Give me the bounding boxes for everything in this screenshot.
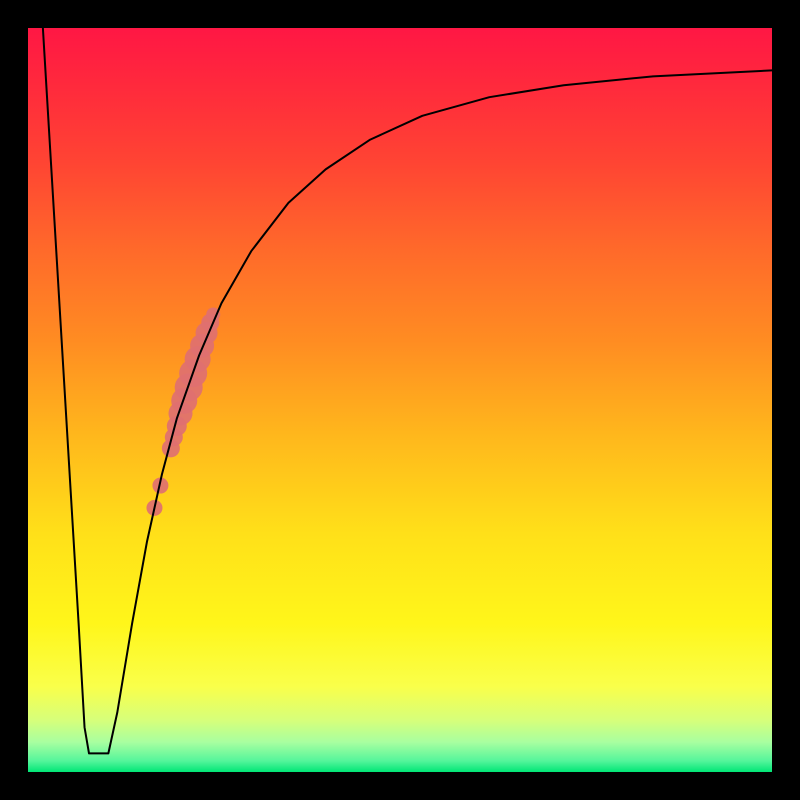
chart-frame: TheBottleneck.com — [0, 0, 800, 800]
chart-background — [28, 28, 772, 772]
bottleneck-curve-chart — [28, 28, 772, 772]
